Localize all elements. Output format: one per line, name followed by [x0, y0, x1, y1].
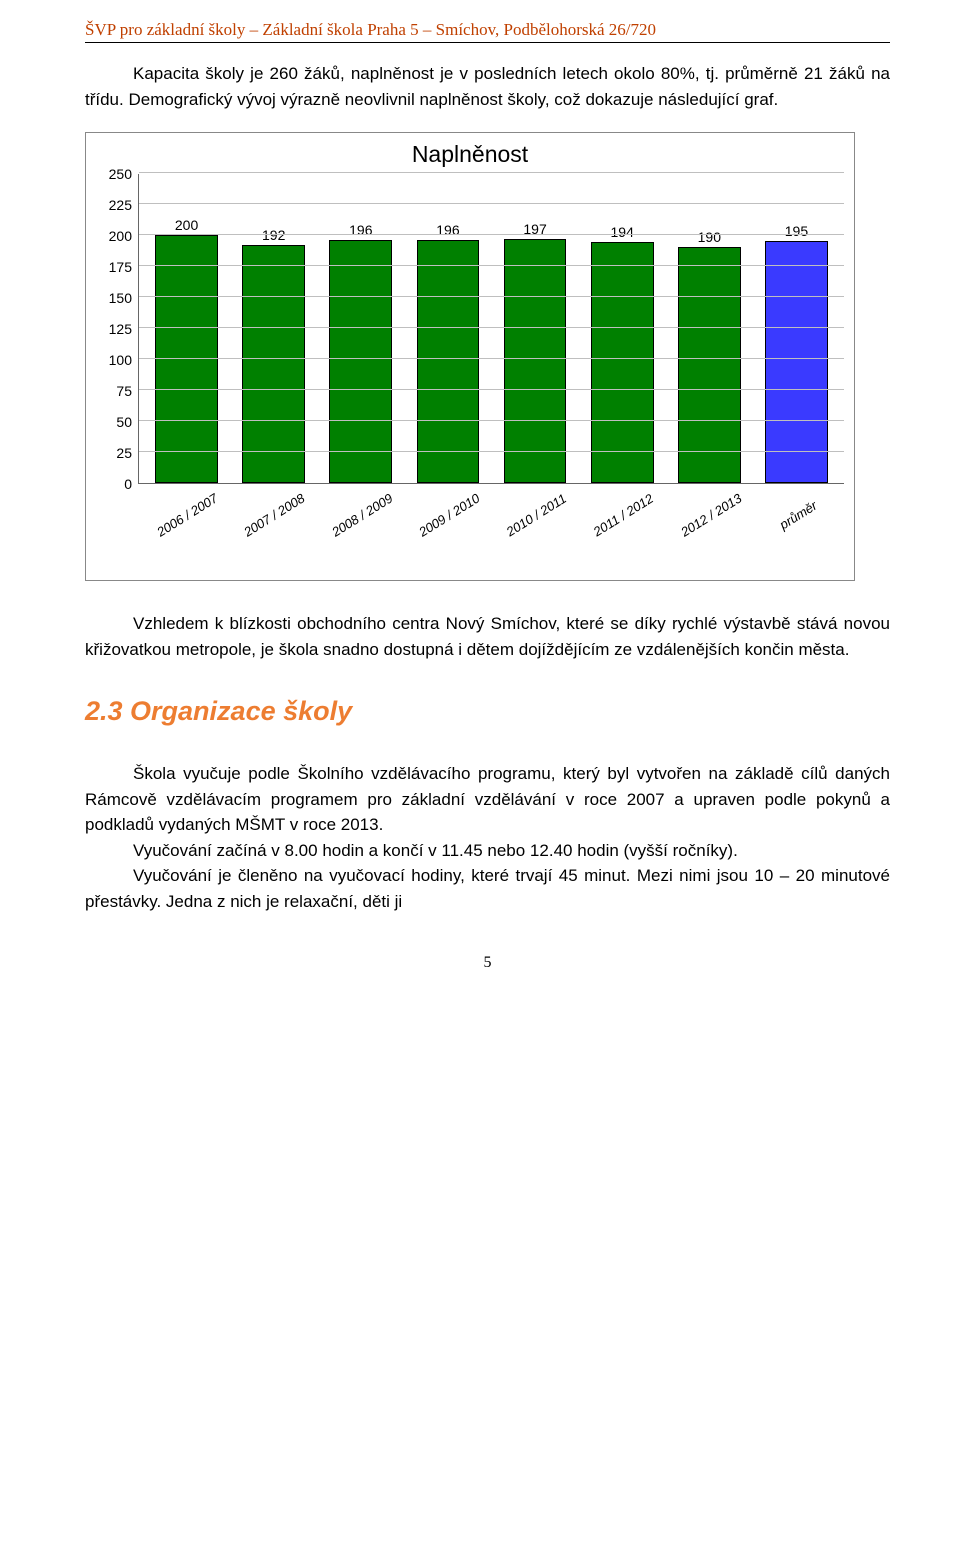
y-tick: 150: [109, 290, 132, 306]
bar-slot: 196: [404, 174, 491, 483]
chart-plot: 200 192 196 196 197 194 190 195: [138, 174, 844, 484]
y-tick: 200: [109, 228, 132, 244]
chart-container: Naplněnost 0255075100125150175200225250 …: [85, 132, 855, 581]
x-label: 2008 / 2009: [321, 486, 403, 545]
chart-y-axis: 0255075100125150175200225250: [96, 174, 138, 484]
gridline: [139, 234, 844, 235]
bar-value-label: 194: [611, 224, 634, 240]
x-label: 2011 / 2012: [583, 486, 665, 545]
y-tick: 100: [109, 352, 132, 368]
paragraph-location-text: Vzhledem k blízkosti obchodního centra N…: [85, 614, 890, 659]
x-label: 2009 / 2010: [408, 486, 490, 545]
gridline: [139, 296, 844, 297]
bar-value-label: 200: [175, 217, 198, 233]
paragraph-org-b: Vyučování začíná v 8.00 hodin a končí v …: [133, 841, 738, 860]
bar: [591, 242, 654, 483]
x-label: 2010 / 2011: [495, 486, 577, 545]
bar-value-label: 196: [436, 222, 459, 238]
bar-value-label: 196: [349, 222, 372, 238]
bar-slot: 196: [317, 174, 404, 483]
section-heading: 2.3 Organizace školy: [85, 696, 890, 727]
bar-slot: 200: [143, 174, 230, 483]
gridline: [139, 327, 844, 328]
chart-title: Naplněnost: [96, 141, 844, 168]
y-tick: 175: [109, 259, 132, 275]
gridline: [139, 265, 844, 266]
chart-bars: 200 192 196 196 197 194 190 195: [139, 174, 844, 483]
y-tick: 125: [109, 321, 132, 337]
gridline: [139, 389, 844, 390]
bar-value-label: 195: [785, 223, 808, 239]
bar: [417, 240, 480, 483]
gridline: [139, 420, 844, 421]
x-label: průměr: [757, 486, 839, 545]
bar-slot: 195: [753, 174, 840, 483]
gridline: [139, 451, 844, 452]
gridline: [139, 358, 844, 359]
paragraph-intro-text: Kapacita školy je 260 žáků, naplněnost j…: [85, 64, 890, 109]
bar: [329, 240, 392, 483]
bar: [155, 235, 218, 483]
paragraph-org-c: Vyučování je členěno na vyučovací hodiny…: [85, 866, 890, 911]
bar-slot: 194: [579, 174, 666, 483]
bar-value-label: 190: [698, 229, 721, 245]
x-label: 2006 / 2007: [146, 486, 228, 545]
bar-slot: 197: [492, 174, 579, 483]
chart-area: 0255075100125150175200225250 20019219619…: [96, 174, 844, 574]
y-tick: 75: [116, 383, 132, 399]
paragraph-intro: Kapacita školy je 260 žáků, naplněnost j…: [85, 61, 890, 112]
document-header: ŠVP pro základní školy – Základní škola …: [85, 20, 890, 43]
y-tick: 250: [109, 166, 132, 182]
gridline: [139, 203, 844, 204]
x-label: 2007 / 2008: [234, 486, 316, 545]
paragraph-location: Vzhledem k blízkosti obchodního centra N…: [85, 611, 890, 662]
gridline: [139, 172, 844, 173]
y-tick: 25: [116, 445, 132, 461]
paragraph-org: Škola vyučuje podle Školního vzdělávacíh…: [85, 761, 890, 914]
bar: [242, 245, 305, 483]
bar-slot: 190: [666, 174, 753, 483]
bar: [765, 241, 828, 483]
x-label: 2012 / 2013: [670, 486, 752, 545]
y-tick: 225: [109, 197, 132, 213]
bar: [504, 239, 567, 483]
bar-slot: 192: [230, 174, 317, 483]
bar: [678, 247, 741, 483]
y-tick: 0: [124, 476, 132, 492]
page-number: 5: [85, 954, 890, 972]
chart-x-labels: 2006 / 20072007 / 20082008 / 20092009 / …: [138, 486, 844, 501]
paragraph-org-a: Škola vyučuje podle Školního vzdělávacíh…: [85, 764, 890, 834]
y-tick: 50: [116, 414, 132, 430]
